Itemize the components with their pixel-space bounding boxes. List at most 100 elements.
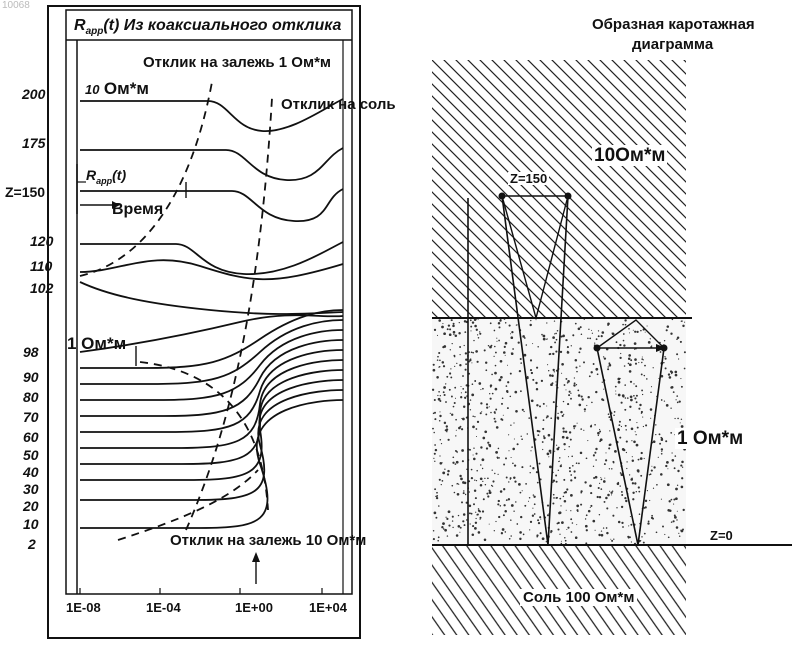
- stipple-dot: [597, 432, 600, 435]
- stipple-dot: [547, 505, 549, 507]
- stipple-dot: [438, 398, 441, 401]
- stipple-dot: [447, 473, 449, 475]
- stipple-dot: [584, 408, 586, 410]
- stipple-dot: [683, 509, 685, 511]
- stipple-dot: [651, 515, 653, 517]
- stipple-dot: [444, 394, 446, 396]
- stipple-dot: [681, 386, 683, 388]
- stipple-dot: [454, 366, 455, 367]
- stipple-dot: [543, 435, 545, 437]
- stipple-dot: [494, 530, 495, 531]
- stipple-dot: [634, 358, 637, 361]
- stipple-dot: [681, 477, 683, 479]
- stipple-dot: [557, 330, 559, 332]
- stipple-dot: [511, 331, 513, 333]
- stipple-dot: [559, 457, 560, 458]
- stipple-dot: [628, 358, 631, 361]
- response-curve-5: [80, 260, 343, 279]
- stipple-dot: [617, 483, 620, 486]
- stipple-dot: [641, 362, 642, 363]
- stipple-dot: [454, 356, 455, 357]
- stipple-dot: [625, 425, 627, 427]
- stipple-dot: [583, 361, 585, 363]
- stipple-dot: [449, 328, 451, 330]
- stipple-dot: [473, 447, 474, 448]
- stipple-dot: [460, 478, 463, 481]
- stipple-dot: [649, 500, 650, 501]
- stipple-dot: [568, 394, 570, 396]
- stipple-dot: [676, 338, 678, 340]
- stipple-dot: [455, 419, 457, 421]
- stipple-dot: [587, 396, 589, 398]
- stipple-dot: [630, 478, 633, 481]
- stipple-dot: [448, 510, 451, 513]
- stipple-dot: [472, 534, 475, 537]
- stipple-dot: [520, 358, 522, 360]
- stipple-dot: [449, 372, 451, 374]
- stipple-dot: [507, 365, 508, 366]
- x-tick-1e-08: 1E-08: [66, 601, 101, 614]
- stipple-dot: [677, 511, 678, 512]
- stipple-dot: [630, 395, 633, 398]
- stipple-dot: [619, 378, 620, 379]
- stipple-dot: [460, 396, 462, 398]
- stipple-dot: [626, 441, 628, 443]
- stipple-dot: [470, 319, 472, 321]
- stipple-dot: [607, 368, 609, 370]
- stipple-dot: [434, 512, 437, 515]
- stipple-dot: [473, 454, 474, 455]
- stipple-dot: [519, 538, 521, 540]
- stipple-dot: [670, 386, 672, 388]
- stipple-dot: [628, 354, 631, 357]
- label-upper-layer: 10Ом*м: [592, 145, 667, 166]
- stipple-dot: [444, 422, 446, 424]
- stipple-dot: [533, 494, 534, 495]
- stipple-dot: [434, 444, 436, 446]
- stipple-dot: [474, 490, 476, 492]
- stipple-dot: [490, 398, 492, 400]
- stipple-dot: [560, 411, 562, 413]
- stipple-dot: [478, 508, 480, 510]
- stipple-dot: [607, 494, 610, 497]
- stipple-dot: [629, 474, 630, 475]
- stipple-dot: [454, 492, 456, 494]
- stipple-dot: [619, 357, 621, 359]
- stipple-dot: [675, 497, 678, 500]
- stipple-dot: [565, 389, 566, 390]
- stipple-dot: [469, 505, 472, 508]
- stipple-dot: [490, 386, 492, 388]
- stipple-dot: [500, 360, 503, 363]
- stipple-dot: [503, 351, 506, 354]
- stipple-dot: [606, 532, 608, 534]
- stipple-dot: [433, 413, 435, 415]
- stipple-dot: [576, 384, 577, 385]
- stipple-dot: [483, 498, 485, 500]
- stipple-dot: [586, 405, 587, 406]
- stipple-dot: [455, 398, 456, 399]
- stipple-dot: [514, 464, 516, 466]
- title-r: R: [74, 17, 86, 34]
- stipple-dot: [484, 430, 487, 433]
- stipple-dot: [664, 356, 665, 357]
- stipple-dot: [561, 373, 562, 374]
- stipple-dot: [447, 328, 449, 330]
- stipple-dot: [633, 383, 634, 384]
- z150-receiver-dot: [565, 193, 572, 200]
- stipple-dot: [535, 416, 537, 418]
- stipple-dot: [472, 415, 474, 417]
- stipple-dot: [596, 338, 598, 340]
- stipple-dot: [653, 488, 654, 489]
- stipple-dot: [570, 510, 571, 511]
- stipple-dot: [485, 369, 487, 371]
- stipple-dot: [575, 366, 577, 368]
- stipple-dot: [508, 450, 509, 451]
- stipple-dot: [477, 351, 478, 352]
- stipple-dot: [508, 481, 509, 482]
- stipple-dot: [646, 378, 648, 380]
- stipple-dot: [459, 364, 461, 366]
- stipple-dot: [571, 531, 573, 533]
- y-tick-80: 80: [23, 390, 39, 404]
- stipple-dot: [554, 341, 556, 343]
- stipple-dot: [629, 370, 632, 373]
- stipple-dot: [556, 445, 557, 446]
